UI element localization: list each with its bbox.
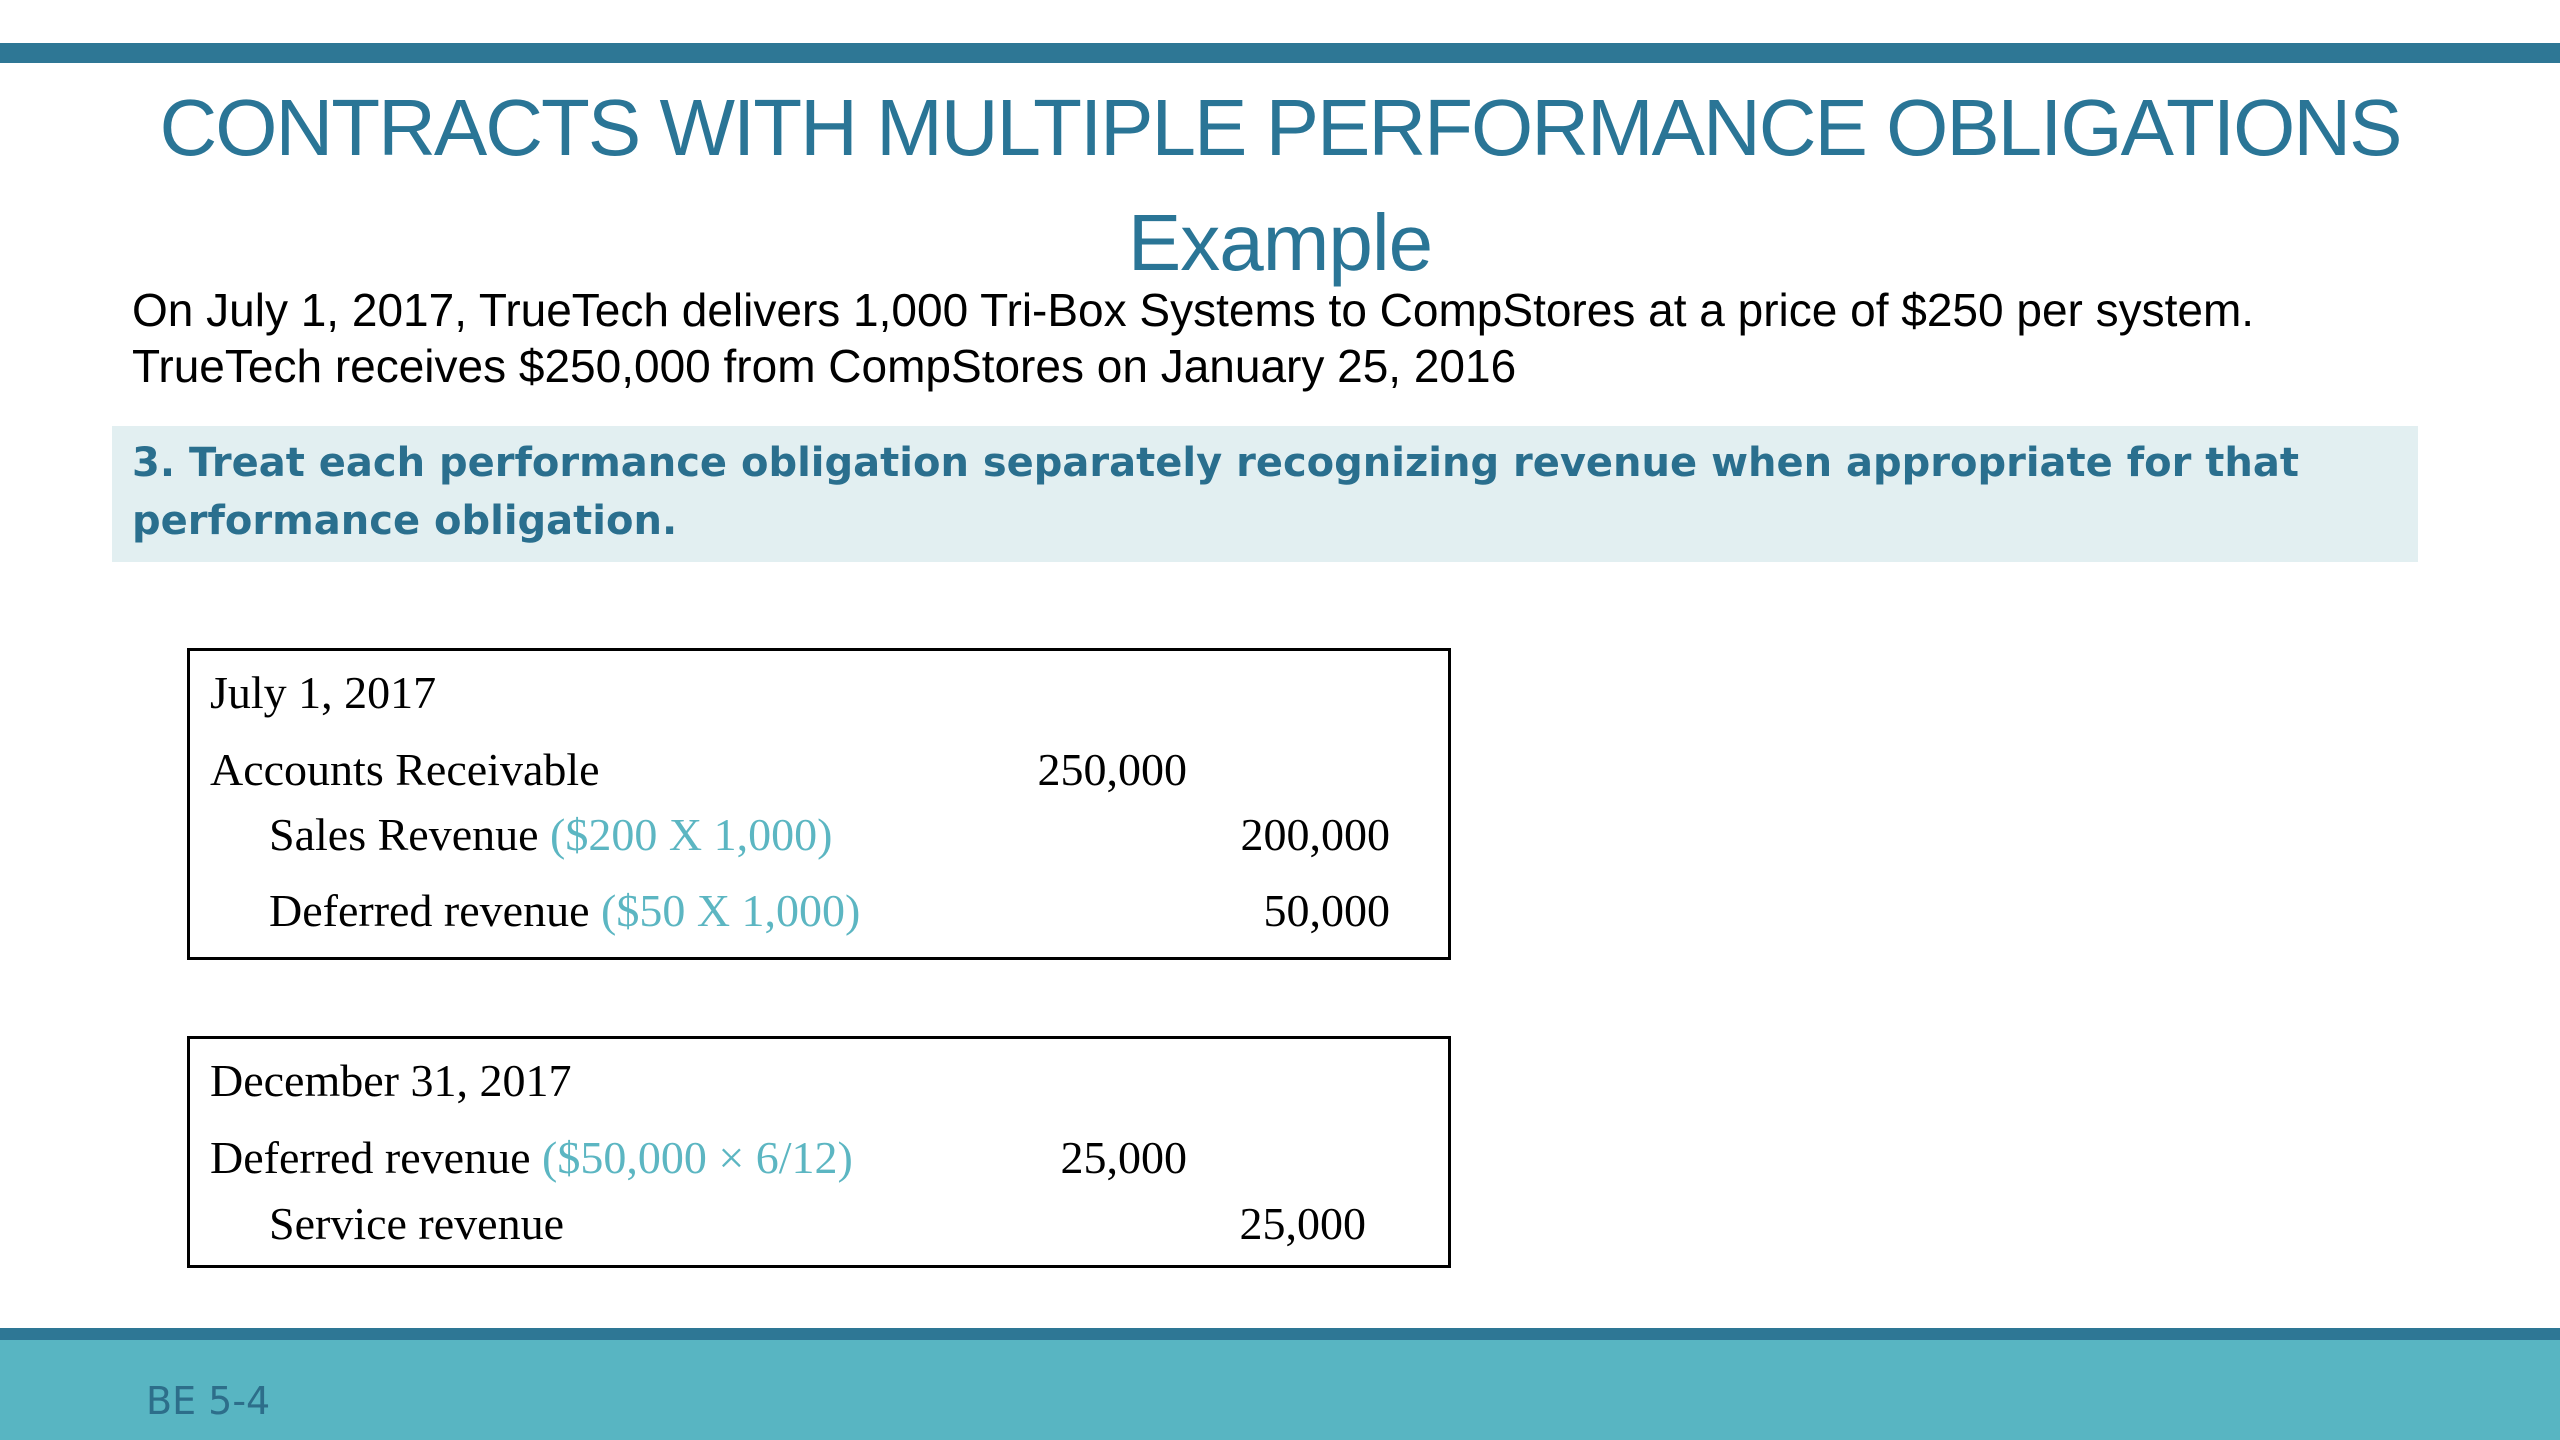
debit-amount: 250,000 (1037, 744, 1188, 795)
slide-title: CONTRACTS WITH MULTIPLE PERFORMANCE OBLI… (159, 83, 2403, 172)
account-name: Deferred revenue ($50,000 × 6/12) (210, 1132, 853, 1183)
entry-line: Accounts Receivable 250,000 (190, 740, 1448, 800)
debit-amount: 25,000 (1060, 1132, 1188, 1183)
footer-label: BE 5-4 (146, 1379, 271, 1423)
entry-date: July 1, 2017 (210, 667, 437, 718)
calculation-note: ($200 X 1,000) (550, 809, 833, 860)
footer-accent-line (0, 1328, 2560, 1340)
entry-line: Service revenue 25,000 (190, 1194, 1448, 1254)
slide-subtitle: Example (1127, 198, 1433, 287)
account-name: Deferred revenue ($50 X 1,000) (269, 885, 861, 936)
calculation-note: ($50 X 1,000) (601, 885, 861, 936)
step-callout: 3. Treat each performance obligation sep… (112, 426, 2418, 562)
credit-amount: 50,000 (1263, 885, 1391, 936)
entry-date-row: July 1, 2017 (190, 663, 1448, 723)
entry-line: Deferred revenue ($50,000 × 6/12) 25,000 (190, 1128, 1448, 1188)
intro-line-1: On July 1, 2017, TrueTech delivers 1,000… (132, 284, 2255, 336)
top-accent-bar (0, 43, 2560, 63)
journal-entry-december: December 31, 2017 Deferred revenue ($50,… (187, 1036, 1451, 1268)
entry-date: December 31, 2017 (210, 1055, 572, 1106)
account-name: Accounts Receivable (210, 744, 600, 795)
entry-line: Sales Revenue ($200 X 1,000) 200,000 (190, 805, 1448, 865)
credit-amount: 25,000 (1239, 1198, 1367, 1249)
footer-band: BE 5-4 (0, 1340, 2560, 1440)
step-text: 3. Treat each performance obligation sep… (132, 440, 2299, 544)
account-name: Sales Revenue ($200 X 1,000) (269, 809, 833, 860)
calculation-note: ($50,000 × 6/12) (542, 1132, 853, 1183)
entry-line: Deferred revenue ($50 X 1,000) 50,000 (190, 881, 1448, 941)
entry-date-row: December 31, 2017 (190, 1051, 1448, 1111)
intro-text: On July 1, 2017, TrueTech delivers 1,000… (132, 282, 2492, 394)
intro-line-2: TrueTech receives $250,000 from CompStor… (132, 340, 1517, 392)
credit-amount: 200,000 (1240, 809, 1391, 860)
account-name: Service revenue (269, 1198, 565, 1249)
journal-entry-july: July 1, 2017 Accounts Receivable 250,000… (187, 648, 1451, 960)
